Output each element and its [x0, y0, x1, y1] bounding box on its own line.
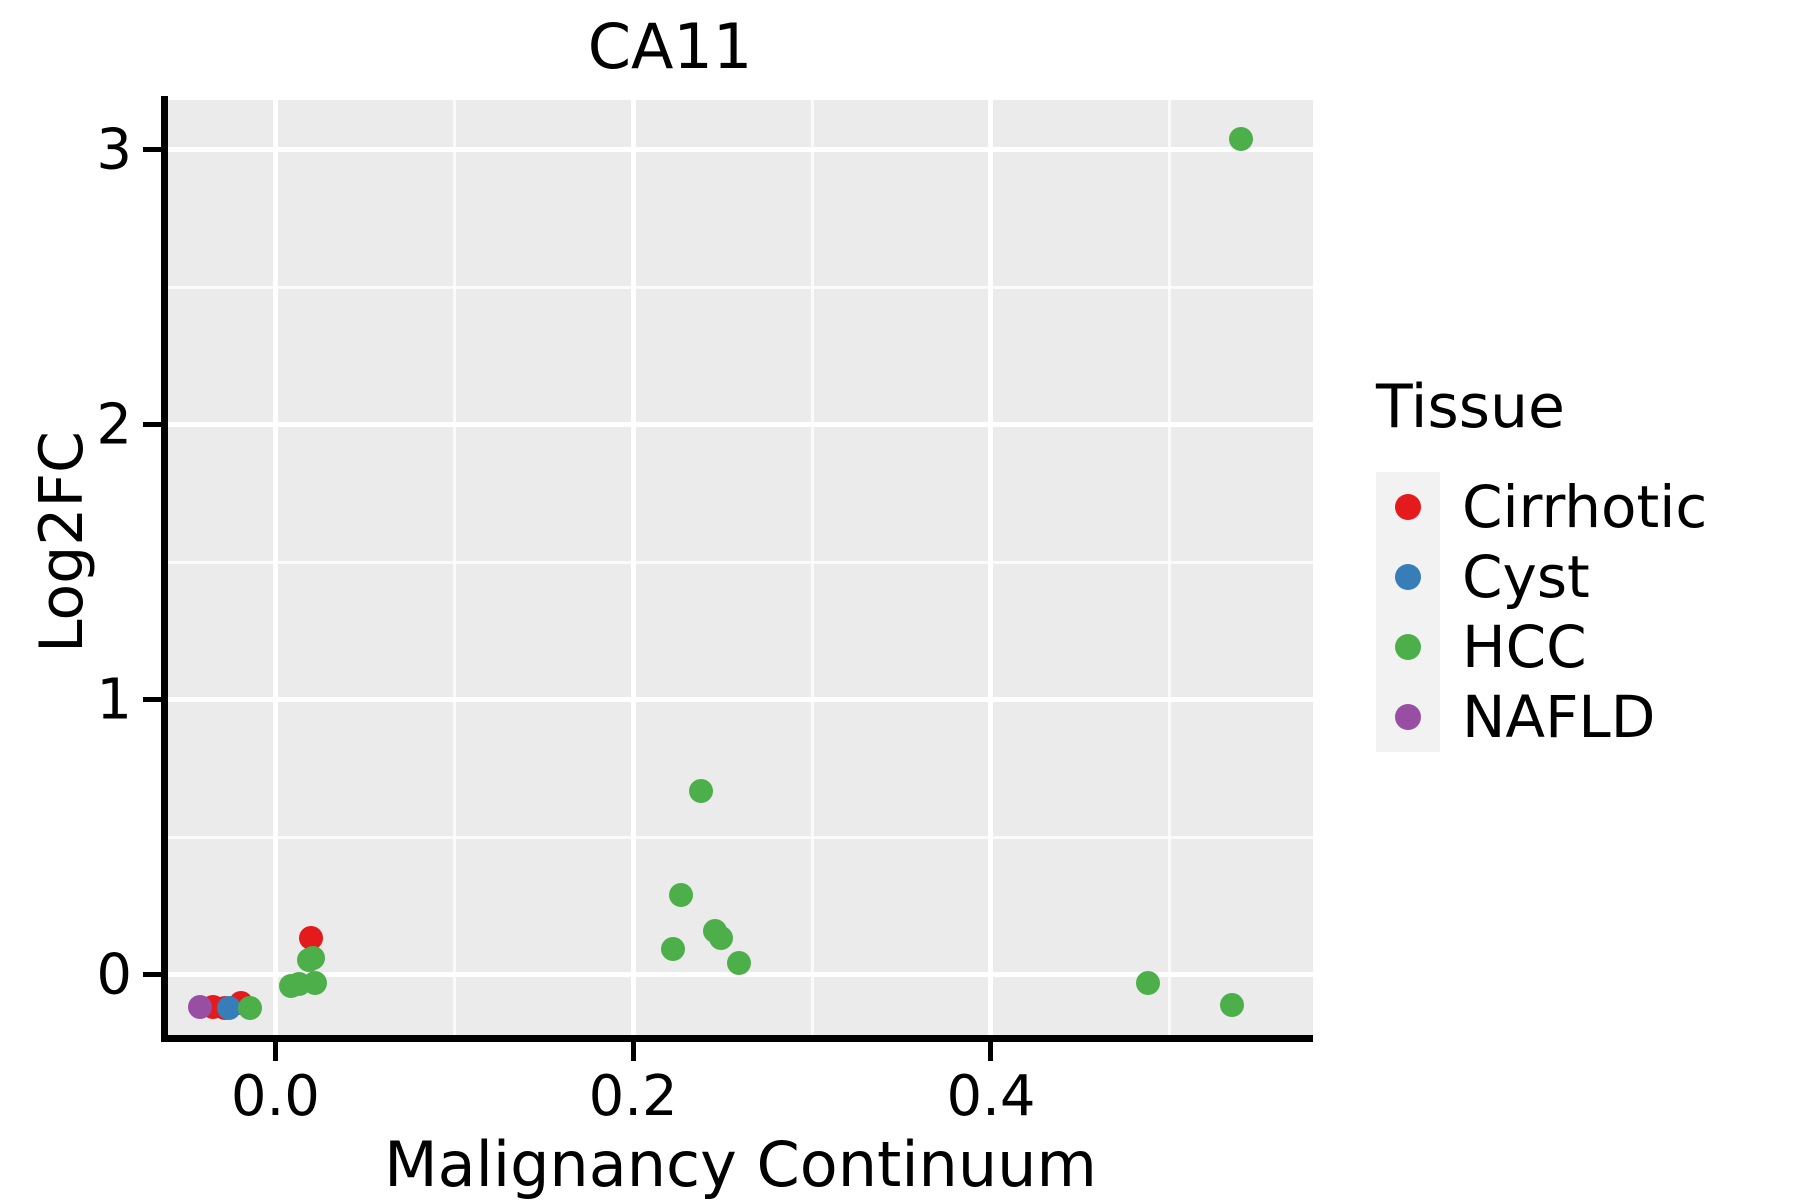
legend-label: HCC — [1462, 613, 1587, 681]
gridline-major-vertical — [272, 100, 278, 1035]
gridline-minor-horizontal — [168, 285, 1313, 289]
gridline-minor-vertical — [810, 100, 814, 1035]
data-point-hcc — [689, 778, 714, 803]
legend-title: Tissue — [1376, 372, 1565, 442]
data-point-hcc — [302, 970, 327, 995]
legend-key-swatch — [1376, 612, 1440, 682]
legend-row-hcc[interactable]: HCC — [1376, 612, 1796, 682]
gridline-minor-vertical — [452, 100, 456, 1035]
legend-dot-icon — [1395, 634, 1421, 660]
y-tick-mark — [143, 697, 162, 702]
legend-label: Cirrhotic — [1462, 473, 1708, 541]
gridline-major-horizontal — [168, 422, 1313, 427]
chart-title: CA11 — [587, 10, 753, 83]
gridline-major-vertical — [630, 100, 636, 1035]
x-axis-title: Malignancy Continuum — [384, 1128, 1097, 1201]
y-tick-mark — [143, 972, 162, 977]
x-tick-label: 0.0 — [230, 1064, 320, 1129]
legend-label: NAFLD — [1462, 683, 1656, 751]
legend-items: Cirrhotic Cyst HCC NAFLD — [1376, 472, 1796, 752]
y-axis-title: Log2FC — [27, 431, 97, 653]
data-point-hcc — [1136, 970, 1161, 995]
data-point-hcc — [660, 937, 685, 962]
gridline-major-horizontal — [168, 697, 1313, 702]
x-tick-label: 0.4 — [946, 1064, 1036, 1129]
data-point-hcc — [1229, 126, 1254, 151]
data-point-hcc — [1220, 992, 1245, 1017]
y-tick-label: 2 — [96, 392, 132, 457]
gridline-major-horizontal — [168, 147, 1313, 152]
legend-dot-icon — [1395, 704, 1421, 730]
y-tick-label: 3 — [96, 117, 132, 182]
y-tick-mark — [143, 147, 162, 152]
x-tick-mark — [630, 1042, 636, 1061]
legend-row-cirrhotic[interactable]: Cirrhotic — [1376, 472, 1796, 542]
data-point-hcc — [708, 926, 733, 951]
x-axis-line — [161, 1035, 1313, 1042]
x-tick-mark — [988, 1042, 994, 1061]
x-tick-label: 0.2 — [588, 1064, 678, 1129]
plot-panel — [168, 100, 1313, 1035]
data-point-hcc — [669, 883, 694, 908]
y-axis-line — [161, 96, 168, 1039]
legend-dot-icon — [1395, 494, 1421, 520]
data-point-nafld — [188, 994, 213, 1019]
x-tick-mark — [272, 1042, 278, 1061]
legend-key-swatch — [1376, 472, 1440, 542]
gridline-minor-vertical — [1168, 100, 1172, 1035]
gridline-major-vertical — [988, 100, 994, 1035]
gridline-minor-horizontal — [168, 835, 1313, 839]
data-point-hcc — [726, 950, 751, 975]
data-point-hcc — [300, 946, 325, 970]
legend-key-swatch — [1376, 542, 1440, 612]
y-tick-mark — [143, 422, 162, 427]
y-tick-label: 1 — [96, 667, 132, 732]
legend-dot-icon — [1395, 564, 1421, 590]
data-point-cyst — [216, 996, 241, 1021]
legend-key-swatch — [1376, 682, 1440, 752]
legend: Tissue Cirrhotic Cyst HCC NAFLD — [1376, 372, 1796, 752]
legend-row-cyst[interactable]: Cyst — [1376, 542, 1796, 612]
data-point-hcc — [238, 996, 263, 1021]
legend-row-nafld[interactable]: NAFLD — [1376, 682, 1796, 752]
y-tick-label: 0 — [96, 942, 132, 1007]
gridline-minor-horizontal — [168, 560, 1313, 564]
legend-label: Cyst — [1462, 543, 1590, 611]
